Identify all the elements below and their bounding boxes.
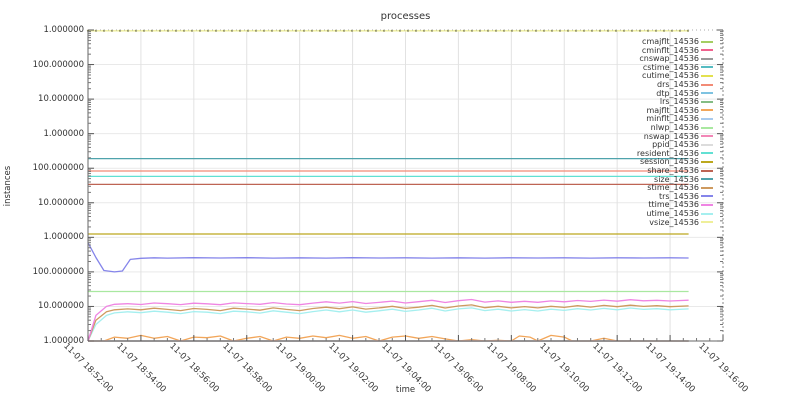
legend-label: dtp_14536 — [656, 88, 699, 98]
legend-label: session_14536 — [639, 157, 699, 167]
y-tick-label: 1.000000 — [43, 336, 84, 346]
legend-label: trs_14536 — [658, 191, 699, 201]
legend-label: share_14536 — [647, 166, 699, 175]
legend-swatch — [701, 143, 713, 146]
series-line-trs_14536 — [87, 242, 689, 273]
series-line-ttime_14536 — [87, 298, 689, 342]
legend-label: minflt_14536 — [646, 114, 699, 124]
legend-label: cnswap_14536 — [639, 54, 699, 64]
legend-swatch — [701, 169, 713, 172]
legend-swatch — [701, 49, 713, 52]
y-tick-label: 10.000000 — [38, 301, 84, 312]
legend-label: size_14536 — [654, 174, 699, 184]
y-tick-label: 1.000000 — [43, 128, 84, 139]
legend-label: ttime_14536 — [648, 200, 699, 210]
legend-label: drs_14536 — [657, 80, 699, 89]
y-tick-label: 10.000000 — [38, 94, 84, 105]
legend-swatch — [701, 57, 713, 60]
legend-swatch — [701, 109, 713, 112]
legend-swatch — [701, 221, 713, 224]
series-line-majflt_14536 — [88, 334, 689, 342]
y-tick-label: 100.000000 — [32, 59, 84, 70]
y-tick-label: 1.000000 — [43, 232, 84, 243]
legend-label: stime_14536 — [647, 183, 699, 193]
legend-label: nlwp_14536 — [650, 123, 699, 132]
legend-swatch — [701, 66, 713, 69]
legend-swatch — [701, 74, 713, 77]
legend-swatch — [701, 100, 713, 103]
legend-swatch — [701, 212, 713, 215]
y-tick-label: 100.000000 — [32, 266, 84, 277]
series-line-utime_14536 — [87, 307, 689, 342]
y-tick-label: 10.000000 — [38, 197, 84, 208]
legend-swatch — [701, 83, 713, 86]
y-tick-label: 100.000000 — [32, 163, 84, 174]
legend-label: cmajflt_14536 — [642, 37, 699, 46]
legend-swatch — [701, 203, 713, 206]
legend-label: resident_14536 — [636, 148, 699, 158]
series-line-stime_14536 — [87, 304, 689, 342]
legend-swatch — [701, 117, 713, 120]
legend-label: cstime_14536 — [642, 62, 699, 72]
legend-swatch — [701, 195, 713, 198]
legend-swatch — [701, 135, 713, 138]
legend-swatch — [701, 40, 713, 43]
legend-label: majflt_14536 — [646, 105, 699, 115]
legend-label: cminflt_14536 — [641, 45, 699, 55]
chart-title: processes — [380, 11, 431, 22]
legend-label: cutime_14536 — [642, 71, 699, 81]
legend-swatch — [701, 160, 713, 163]
legend-label: nswap_14536 — [643, 131, 699, 141]
legend-label: ppid_14536 — [652, 140, 699, 150]
legend-swatch — [701, 186, 713, 189]
legend-swatch — [701, 126, 713, 129]
legend-swatch — [701, 178, 713, 181]
legend-label: vsize_14536 — [649, 217, 699, 227]
legend-swatch — [701, 152, 713, 155]
y-axis-label: instances — [3, 165, 13, 207]
y-tick-label: 1.000000 — [43, 25, 84, 35]
x-axis-label: time — [395, 385, 416, 395]
legend-label: lrs_14536 — [659, 97, 699, 107]
legend-swatch — [701, 92, 713, 95]
legend-label: utime_14536 — [646, 209, 699, 218]
